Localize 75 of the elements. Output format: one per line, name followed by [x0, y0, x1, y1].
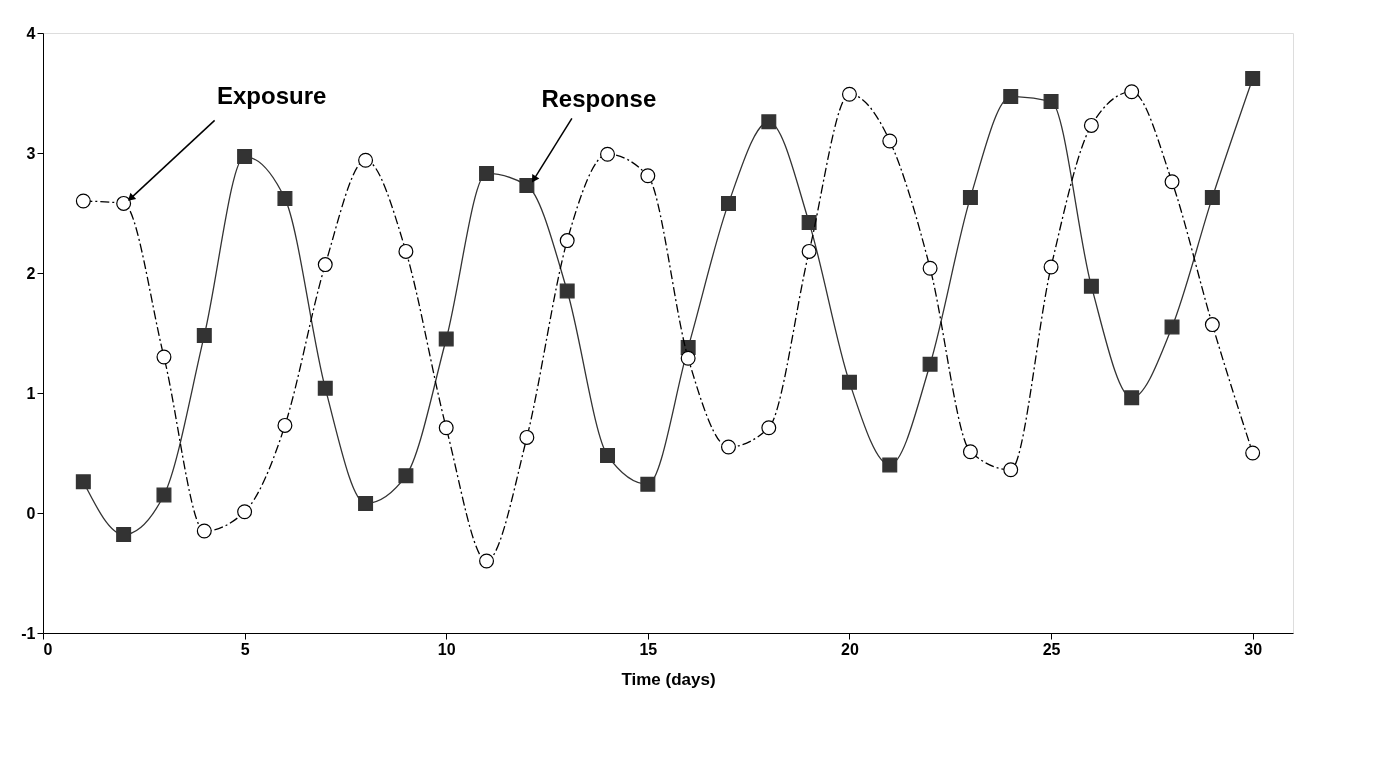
point	[438, 331, 454, 347]
point	[1164, 319, 1180, 335]
point	[116, 527, 132, 543]
point	[1245, 71, 1261, 87]
point	[317, 257, 333, 273]
text: Response	[541, 85, 657, 113]
x-tick-label: 30	[1244, 640, 1263, 658]
x-tick-label: 10	[437, 640, 456, 658]
point	[761, 114, 777, 130]
point	[438, 420, 454, 436]
x-tick-label: 15	[639, 640, 658, 658]
y-tick-label: 2	[26, 264, 36, 282]
point	[1043, 259, 1059, 275]
point	[1083, 117, 1099, 133]
point	[398, 243, 414, 259]
point	[277, 191, 293, 207]
y-tick-label: 3	[26, 144, 36, 162]
point	[1083, 278, 1099, 294]
point	[75, 474, 91, 490]
point	[720, 439, 736, 455]
point	[1003, 462, 1019, 478]
point	[600, 146, 616, 162]
point	[761, 420, 777, 436]
point	[1245, 445, 1261, 461]
x-axis-title: Time (days)	[621, 669, 716, 689]
point	[196, 327, 212, 343]
point	[600, 447, 616, 463]
point	[156, 349, 172, 365]
point	[1204, 189, 1220, 205]
x-tick-label: 5	[240, 640, 250, 658]
x-tick-label: 0	[43, 640, 53, 658]
point	[962, 189, 978, 205]
point	[1003, 89, 1019, 105]
point	[237, 149, 253, 165]
point	[559, 233, 575, 249]
point	[801, 215, 817, 231]
x-tick-label: 20	[841, 640, 859, 658]
point	[841, 86, 857, 102]
point	[196, 523, 212, 539]
point	[237, 504, 253, 520]
point	[841, 374, 857, 390]
y-tick-label: 0	[26, 504, 36, 522]
point	[1124, 84, 1140, 100]
text: Exposure	[216, 82, 327, 110]
point	[640, 476, 656, 492]
point	[398, 468, 414, 484]
point	[922, 356, 938, 372]
point	[882, 457, 898, 473]
point	[75, 193, 91, 209]
y-tick-label: 1	[26, 384, 36, 402]
point	[519, 177, 535, 193]
point	[720, 195, 736, 211]
point	[317, 380, 333, 396]
point	[277, 417, 293, 433]
point	[479, 165, 495, 181]
point	[479, 553, 495, 569]
point	[116, 195, 132, 211]
x-tick-label: 25	[1042, 640, 1061, 658]
y-tick-label: -1	[21, 624, 36, 642]
point	[358, 495, 374, 511]
point	[680, 350, 696, 366]
point	[962, 444, 978, 460]
point	[1124, 390, 1140, 406]
point	[882, 133, 898, 149]
point	[358, 152, 374, 168]
point	[1204, 317, 1220, 333]
point	[801, 243, 817, 259]
point	[922, 260, 938, 276]
point	[156, 487, 172, 503]
point	[559, 283, 575, 299]
point	[519, 429, 535, 445]
point	[1164, 174, 1180, 190]
point	[640, 168, 656, 184]
point	[1043, 93, 1059, 109]
y-tick-label: 4	[26, 24, 36, 42]
